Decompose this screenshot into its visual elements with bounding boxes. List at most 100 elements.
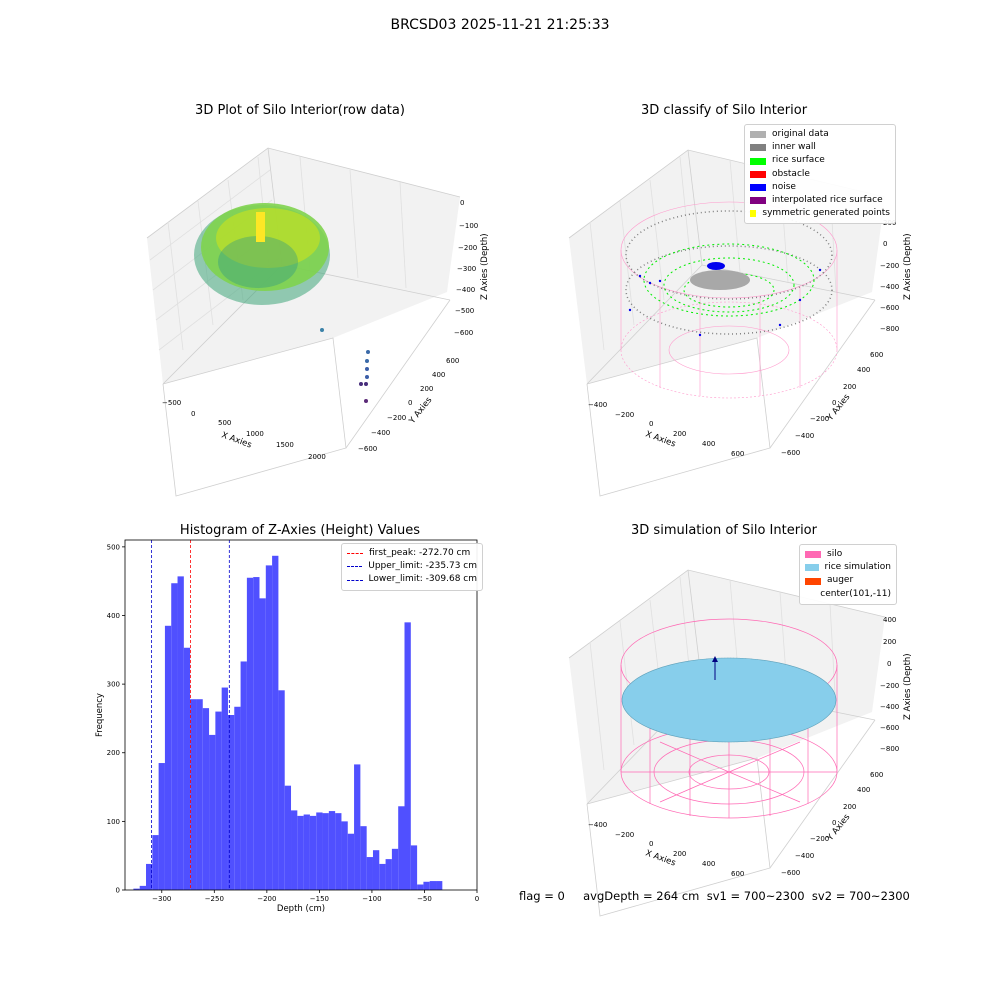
raw-ztick: −100 [459, 222, 478, 230]
histogram-bar [265, 565, 273, 890]
raw-plot-title: 3D Plot of Silo Interior(row data) [195, 103, 405, 118]
histogram-bar [152, 835, 159, 890]
classify-ytick: 400 [857, 366, 870, 374]
legend-swatch-noise [750, 183, 766, 191]
sim-ztick: −400 [880, 703, 899, 711]
histogram-bar [234, 706, 241, 890]
histogram-legend: first_peak: -272.70 cm Upper_limit: -235… [341, 543, 483, 591]
histogram-bar [221, 687, 228, 890]
histogram-x-tick-label: −100 [362, 895, 381, 903]
raw-outlier-point [365, 375, 369, 379]
classify-noise-cluster [707, 262, 725, 270]
legend-swatch-silo [805, 551, 821, 559]
raw-outlier-point [366, 350, 370, 354]
histogram-bar [246, 577, 254, 890]
raw-xtick: 2000 [308, 453, 326, 461]
histogram-bar [379, 863, 386, 890]
sim-xtick: −400 [588, 821, 607, 829]
raw-ztick: −500 [455, 307, 474, 315]
histogram-bar [404, 622, 411, 890]
sim-ztick: 400 [883, 616, 896, 624]
raw-ztick: −200 [458, 244, 477, 252]
simulation-3d-axes-box [568, 569, 886, 917]
raw-xtick: 1500 [276, 441, 294, 449]
histogram-x-axis-label: Depth (cm) [277, 904, 325, 914]
raw-ztick: −400 [456, 286, 475, 294]
classify-ytick: −600 [781, 449, 800, 457]
simulation-center-marker [712, 656, 718, 662]
raw-ztick: −300 [457, 265, 476, 273]
histogram-bar [410, 845, 418, 890]
histogram-bar [284, 785, 292, 890]
histogram-bar [133, 888, 140, 890]
legend-item: auger [805, 574, 891, 587]
legend-swatch-original-data [750, 131, 766, 139]
sim-xtick: 400 [702, 860, 715, 868]
legend-swatch-first-peak [347, 553, 363, 555]
raw-ytick: −600 [358, 445, 377, 453]
raw-surface-peak [256, 212, 265, 242]
classify-ytick: 600 [870, 351, 883, 359]
legend-swatch-center [805, 591, 814, 598]
histogram-frame [124, 539, 478, 891]
histogram-bar [366, 857, 373, 890]
legend-swatch-obstacle [750, 170, 766, 178]
histogram-x-tick-label: 0 [475, 895, 479, 903]
raw-xtick: 1000 [246, 430, 264, 438]
histogram-bar [227, 715, 235, 890]
sim-ytick: −600 [781, 869, 800, 877]
histogram-bar [139, 885, 147, 890]
raw-ytick: −200 [387, 414, 406, 422]
raw-ztick: −600 [454, 329, 473, 337]
classify-xtick: 600 [731, 450, 744, 458]
histogram-bar [146, 863, 153, 890]
sim-ztick: 200 [883, 638, 896, 646]
legend-item: noise [750, 181, 890, 194]
histogram-bar [303, 814, 310, 890]
legend-item: Lower_limit: -309.68 cm [347, 573, 477, 586]
classify-xtick: 200 [673, 430, 686, 438]
sim-ytick: 600 [870, 771, 883, 779]
classify-original-data-patch [690, 270, 750, 290]
classify-noise-points [628, 268, 822, 337]
histogram-y-tick-label: 400 [107, 612, 120, 620]
sim-xtick: 0 [649, 840, 653, 848]
simulation-legend: silo rice simulation auger center(101,-1… [799, 544, 897, 605]
histogram-bar [341, 821, 348, 890]
histogram-bar [436, 881, 443, 890]
classify-inner-wall [625, 210, 833, 335]
simulation-rice-surface [621, 657, 837, 743]
legend-item: rice simulation [805, 561, 891, 574]
sim-ytick: −400 [795, 852, 814, 860]
histogram-y-tick-label: 300 [107, 681, 120, 689]
histogram-x-tick-label: −150 [310, 895, 329, 903]
raw-ytick: 400 [432, 371, 445, 379]
sim-xtick: −200 [615, 831, 634, 839]
sim-ztick: −600 [880, 724, 899, 732]
sim-xtick: 600 [731, 870, 744, 878]
histogram-reference-lines [151, 540, 230, 890]
legend-swatch-upper-limit [347, 566, 363, 568]
histogram-bar [259, 598, 266, 890]
classify-xtick: −400 [588, 401, 607, 409]
legend-item: silo [805, 548, 891, 561]
histogram-title: Histogram of Z-Axies (Height) Values [179, 523, 421, 538]
histogram-y-axis-label: Frequency [95, 693, 105, 737]
histogram-bar [272, 555, 279, 890]
raw-outlier-point [365, 367, 369, 371]
raw-ztick: 0 [460, 199, 464, 207]
histogram-y-ticks: 0 100 200 300 400 500 [107, 543, 125, 895]
legend-item: interpolated rice surface [750, 194, 890, 207]
raw-ytick: 0 [408, 399, 412, 407]
histogram-bar [291, 810, 298, 890]
histogram-bar [398, 806, 405, 890]
histogram-bar [309, 815, 317, 890]
histogram-x-ticks: −300 −250 −200 −150 −100 −50 0 [152, 890, 479, 903]
histogram-bar [354, 764, 361, 890]
sim-ytick: 200 [843, 803, 856, 811]
histogram-x-tick-label: −300 [152, 895, 171, 903]
raw-xtick: 0 [191, 410, 195, 418]
histogram-y-tick-label: 100 [107, 818, 120, 826]
legend-item: symmetric generated points [750, 207, 890, 220]
